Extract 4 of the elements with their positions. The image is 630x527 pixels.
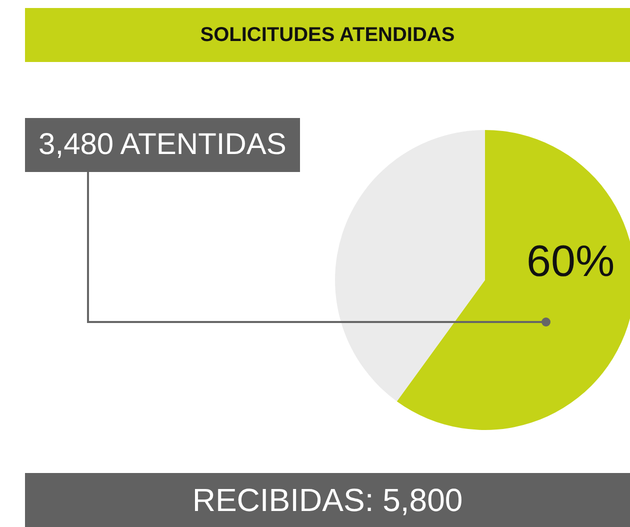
text: 3,480 ATENTIDAS — [25, 118, 300, 172]
data-label: 60% — [526, 236, 615, 286]
text: RECIBIDAS: 5,800 — [25, 473, 630, 527]
chart-title: SOLICITUDES ATENDIDAS — [25, 8, 630, 62]
